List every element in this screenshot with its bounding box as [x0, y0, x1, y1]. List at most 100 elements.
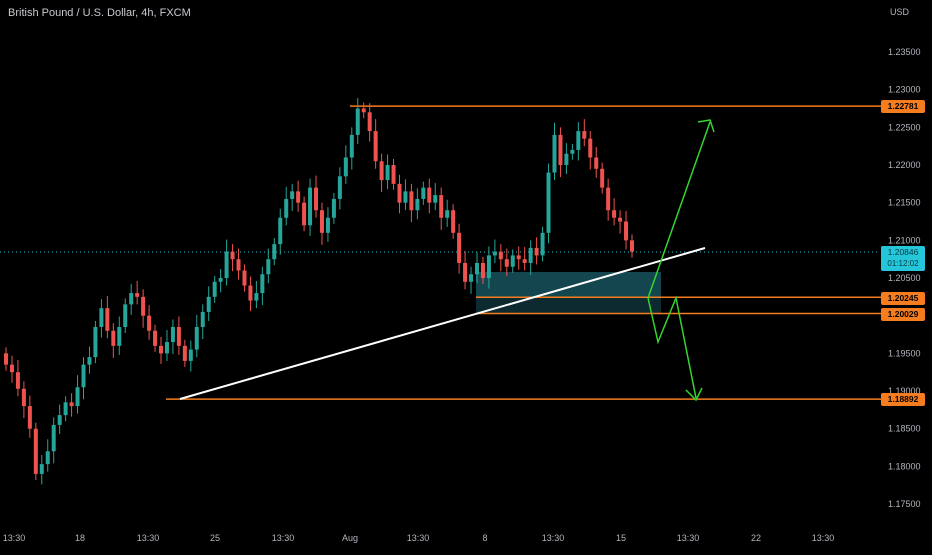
candle-body: [409, 191, 414, 211]
candle-body: [51, 424, 56, 452]
candle-body: [224, 251, 229, 279]
y-tick-label: 1.22000: [888, 160, 921, 170]
candle-body: [379, 161, 384, 181]
candle-body: [164, 342, 169, 354]
candle-body: [516, 255, 521, 260]
candle-body: [504, 259, 509, 267]
candle-body: [141, 296, 146, 316]
candle-body: [254, 293, 259, 301]
candle-body: [445, 210, 450, 218]
candle-body: [57, 415, 62, 425]
candle-body: [480, 262, 485, 279]
candle-body: [33, 428, 38, 474]
demand-zone-box: [476, 271, 661, 297]
x-tick-label: 15: [616, 533, 626, 543]
candle-body: [87, 357, 92, 365]
y-tick-label: 1.20500: [888, 273, 921, 283]
x-tick-label: Aug: [342, 533, 358, 543]
candle-body: [457, 232, 462, 263]
candle-body: [540, 232, 545, 256]
candle-body: [188, 349, 193, 361]
candle-body: [582, 131, 587, 139]
candle-body: [39, 464, 44, 474]
candle-body: [69, 402, 74, 407]
candle-body: [612, 210, 617, 218]
candle-body: [558, 134, 563, 166]
x-tick-label: 13:30: [137, 533, 160, 543]
candle-body: [600, 168, 605, 188]
candle-body: [522, 259, 527, 263]
candle-body: [498, 251, 503, 260]
candle-body: [248, 285, 253, 301]
candle-body: [630, 240, 634, 252]
candle-body: [510, 255, 515, 267]
candle-body: [606, 187, 611, 211]
y-tick-label: 1.22500: [888, 122, 921, 132]
candle-body: [170, 326, 175, 343]
bearish-arrow-line: [647, 295, 697, 399]
candle-body: [576, 131, 581, 150]
candle-body: [242, 270, 247, 286]
candle-body: [594, 157, 599, 169]
candle-body: [284, 198, 289, 218]
candle-body: [403, 191, 408, 203]
candle-body: [552, 134, 557, 173]
x-tick-label: 22: [751, 533, 761, 543]
candle-body: [415, 198, 420, 211]
y-tick-label: 1.18500: [888, 424, 921, 434]
currency-label: USD: [890, 7, 910, 17]
candle-body: [296, 191, 301, 203]
y-tick-label: 1.19500: [888, 348, 921, 358]
candle-body: [343, 157, 348, 177]
x-tick-label: 13:30: [407, 533, 430, 543]
candle-body: [528, 247, 533, 263]
x-tick-label: 13:30: [812, 533, 835, 543]
candle-body: [117, 326, 122, 346]
candle-body: [194, 326, 199, 350]
y-tick-label: 1.18000: [888, 461, 921, 471]
x-tick-label: 13:30: [3, 533, 26, 543]
candle-body: [200, 311, 205, 327]
candle-body: [75, 387, 80, 407]
candle-body: [314, 187, 319, 211]
y-tick-label: 1.17500: [888, 499, 921, 509]
candle-body: [81, 364, 86, 388]
candle-body: [236, 259, 241, 271]
candle-body: [337, 176, 342, 199]
candle-body: [474, 262, 479, 275]
candle-body: [63, 402, 68, 416]
candle-body: [391, 165, 396, 184]
target-price-tag: 1.18892: [881, 393, 925, 406]
candle-body: [439, 195, 444, 218]
candle-body: [588, 138, 593, 158]
candle-body: [319, 210, 324, 233]
candle-body: [355, 108, 360, 135]
candle-body: [302, 202, 307, 226]
candle-body: [21, 388, 26, 407]
y-tick-label: 1.19000: [888, 386, 921, 396]
trend-line: [179, 247, 706, 400]
candle-body: [492, 251, 497, 256]
candle-body: [624, 221, 629, 241]
candle-body: [176, 326, 181, 346]
candle-body: [349, 134, 354, 158]
candle-body: [325, 217, 330, 233]
candle-body: [451, 210, 456, 233]
bullish-arrow-line: [647, 121, 711, 299]
candle-body: [230, 251, 235, 260]
candle-body: [93, 326, 98, 358]
y-tick-label: 1.23500: [888, 47, 921, 57]
candle-body: [266, 259, 271, 275]
zone-top-price-tag: 1.20245: [881, 292, 925, 305]
current-price-tag: 1.20846 01:12:02: [881, 246, 925, 271]
x-tick-label: 8: [482, 533, 487, 543]
candle-body: [15, 372, 20, 389]
x-tick-label: 13:30: [542, 533, 565, 543]
y-tick-label: 1.23000: [888, 85, 921, 95]
candle-body: [159, 345, 164, 354]
candle-body: [486, 255, 491, 279]
candle-body: [99, 308, 104, 327]
x-tick-label: 25: [210, 533, 220, 543]
